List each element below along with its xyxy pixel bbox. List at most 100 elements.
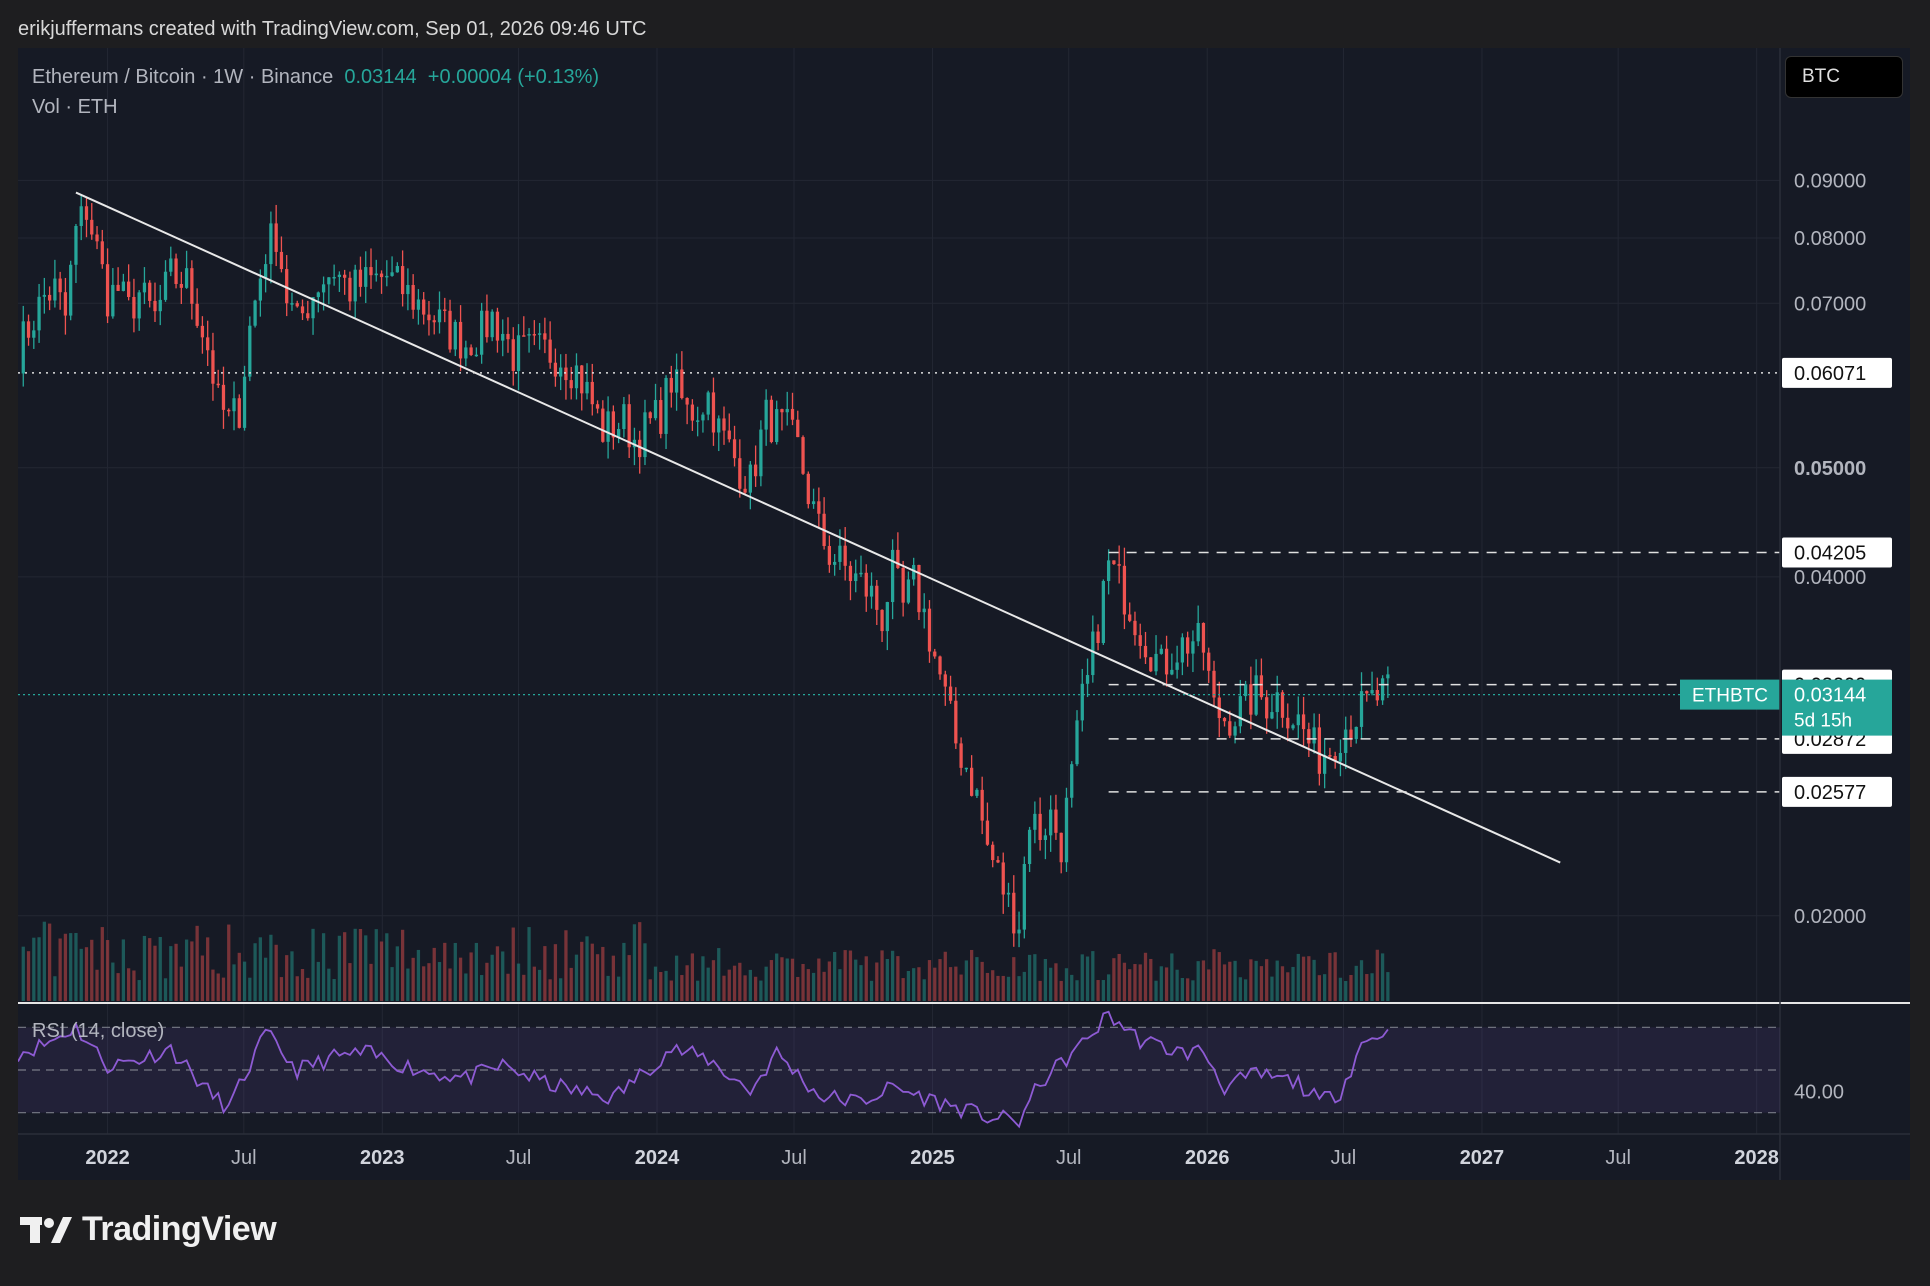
volume-bar (1075, 980, 1079, 1001)
volume-bar (996, 975, 1000, 1001)
volume-bar (1201, 960, 1206, 1001)
candle-body (806, 473, 810, 505)
volume-bar (21, 946, 25, 1001)
candle-body (622, 404, 626, 430)
volume-bar (1354, 965, 1358, 1001)
volume-bar (1212, 949, 1216, 1001)
volume-bar (632, 924, 637, 1001)
candle-body (1054, 809, 1058, 833)
x-tick-label: 2027 (1460, 1147, 1505, 1169)
volume-bar (553, 944, 558, 1001)
volume-bar (859, 965, 863, 1001)
candle-body (696, 420, 700, 422)
candle-body (917, 564, 921, 613)
symbol-tag-label: ETHBTC (1692, 686, 1768, 707)
volume-bar (369, 963, 373, 1001)
candle-body (1370, 690, 1374, 694)
volume-bar (406, 968, 410, 1001)
volume-bar (917, 967, 921, 1001)
volume-bar (843, 950, 847, 1001)
candle-body (585, 381, 589, 394)
volume-bar (674, 955, 679, 1001)
rsi-line (18, 1010, 1389, 1129)
volume-bar (211, 969, 215, 1001)
volume-bar (269, 934, 273, 1001)
candle-body (369, 267, 373, 276)
volume-bar (1001, 975, 1005, 1001)
candle-body (933, 651, 937, 657)
volume-bar (295, 976, 299, 1001)
volume-bar (1033, 954, 1037, 1001)
candle-body (274, 223, 278, 252)
candle-body (1180, 637, 1185, 663)
candle-body (590, 381, 594, 405)
candle-body (1143, 645, 1148, 658)
volume-bar (1180, 977, 1185, 1001)
candle-body (701, 414, 705, 421)
candle-body (611, 411, 615, 438)
chart-panel[interactable]: 0.060710.042050.032090.028720.025770.020… (18, 48, 1910, 1180)
volume-bar (32, 937, 36, 1001)
volume-bar (648, 979, 652, 1001)
volume-bar (158, 936, 162, 1001)
volume-bar (290, 951, 294, 1001)
candle-body (1112, 560, 1116, 565)
candle-body (321, 284, 326, 293)
candle-body (169, 258, 173, 272)
candle-body (232, 398, 236, 412)
candle-body (490, 311, 494, 338)
volume-bar (580, 941, 584, 1001)
price-chart[interactable]: 0.060710.042050.032090.028720.025770.020… (18, 48, 1910, 1180)
candle-body (105, 264, 110, 317)
volume-bar (896, 956, 900, 1001)
volume-bar (696, 980, 700, 1001)
candle-body (738, 458, 742, 489)
volume-bar (548, 979, 552, 1001)
volume-bar (717, 948, 721, 1001)
candle-body (242, 376, 247, 428)
candle-body (495, 311, 500, 341)
candle-body (406, 284, 410, 295)
candle-body (1064, 797, 1069, 863)
volume-bar (685, 965, 689, 1001)
rsi-legend: RSI (14, close) (32, 1020, 165, 1042)
volume-bar (132, 970, 136, 1001)
candle-body (1006, 892, 1011, 895)
volume-bar (348, 963, 352, 1001)
volume-bar (47, 923, 52, 1001)
volume-bar (274, 944, 278, 1001)
symbol-title[interactable]: Ethereum / Bitcoin · 1W · Binance (32, 66, 334, 88)
volume-bar (90, 939, 94, 1001)
candle-body (95, 234, 99, 242)
volume-bar (638, 922, 642, 1001)
volume-bar (1143, 952, 1148, 1001)
candle-body (1043, 835, 1048, 841)
candle-body (1228, 721, 1232, 736)
candle-body (975, 789, 979, 796)
volume-bar (248, 977, 252, 1001)
candle-body (248, 325, 252, 377)
volume-bar (564, 930, 568, 1001)
candle-body (690, 404, 695, 421)
currency-button[interactable]: BTC (1785, 56, 1903, 98)
volume-bar (627, 955, 631, 1001)
candle-body (606, 411, 610, 442)
volume-bar (316, 961, 320, 1001)
candle-body (311, 297, 315, 319)
volume-bar (1106, 974, 1111, 1001)
volume-bar (601, 946, 605, 1001)
volume-bar (1196, 961, 1200, 1001)
volume-bar (506, 973, 510, 1001)
candle-body (337, 274, 342, 277)
tradingview-logo[interactable]: TradingView (20, 1210, 277, 1249)
candle-body (1386, 674, 1390, 679)
candle-body (896, 549, 900, 568)
volume-bar (1296, 953, 1300, 1001)
volume-bar (184, 939, 189, 1001)
candle-body (827, 546, 832, 565)
candle-body (1033, 813, 1037, 830)
volume-bar (95, 969, 99, 1001)
trendline (75, 191, 1561, 864)
candle-body (437, 309, 442, 323)
volume-bar (522, 974, 526, 1001)
